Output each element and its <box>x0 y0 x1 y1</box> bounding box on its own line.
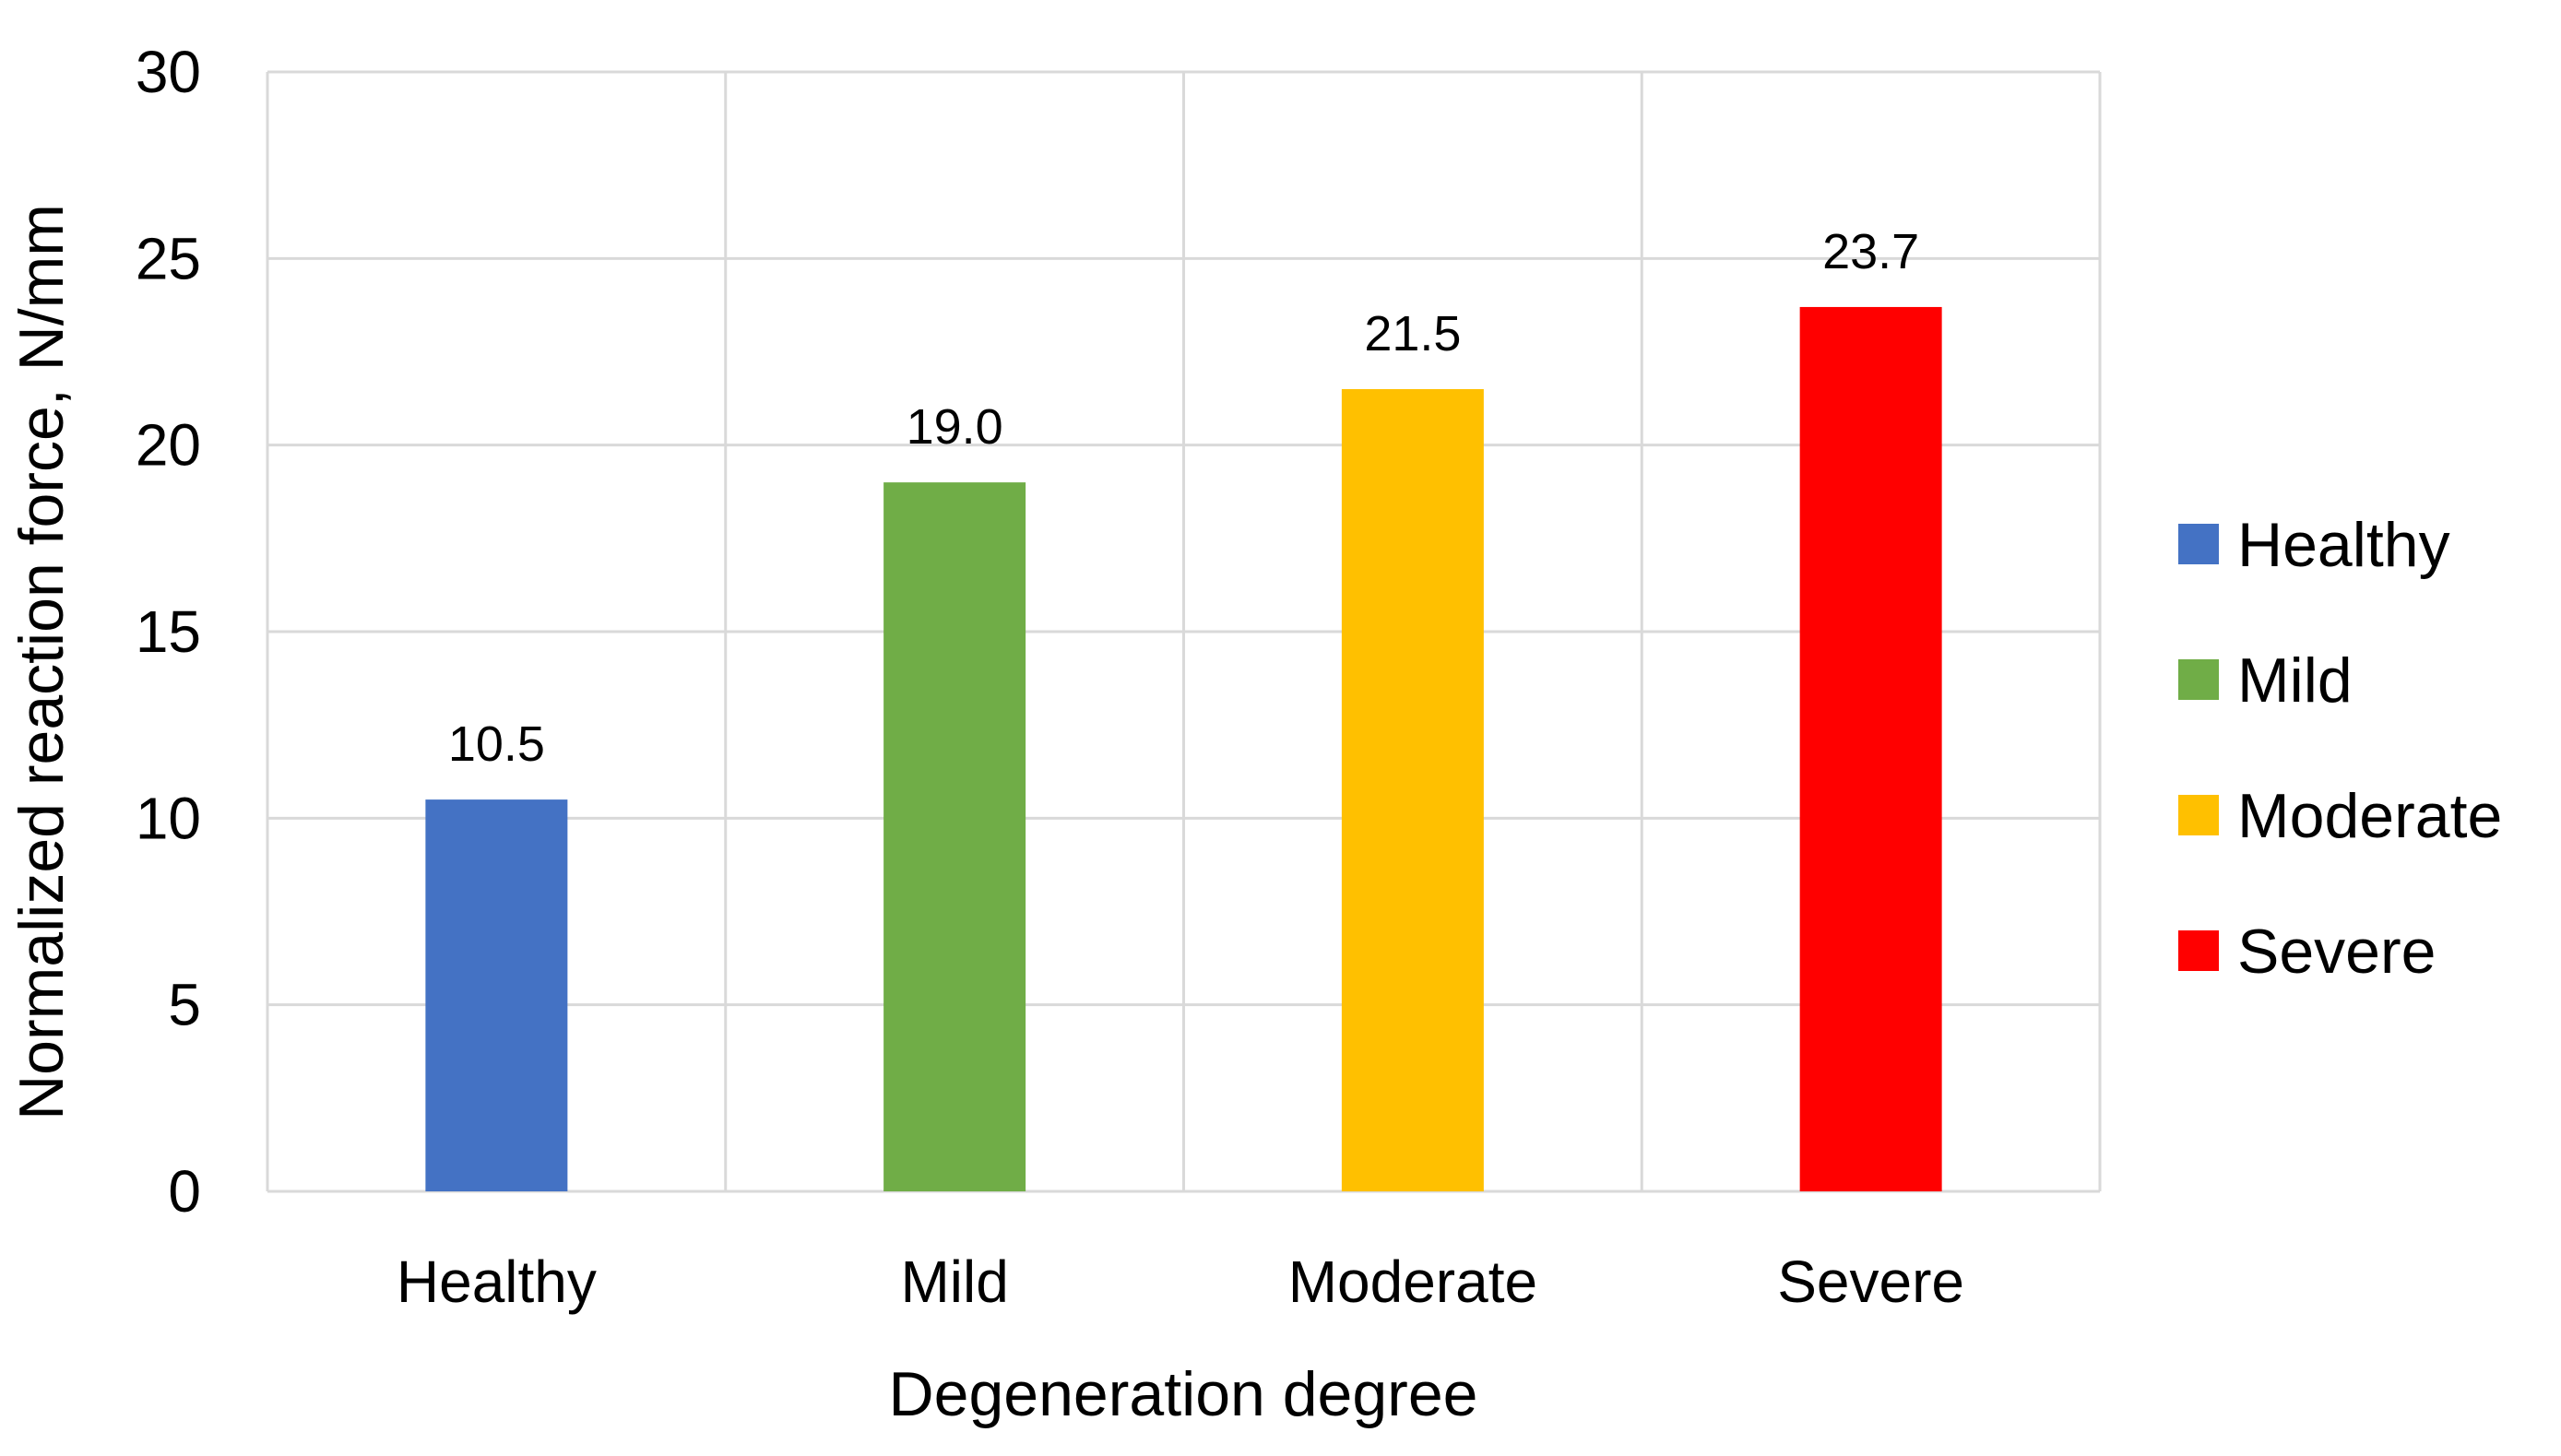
data-label-severe: 23.7 <box>1822 224 1919 279</box>
y-tick-label: 20 <box>136 412 201 479</box>
y-axis-title: Normalized reaction force, N/mm <box>6 204 77 1120</box>
y-tick-label: 0 <box>168 1158 201 1225</box>
bar-healthy <box>425 799 568 1191</box>
legend-label: Mild <box>2237 645 2353 716</box>
legend-swatch <box>2178 930 2219 971</box>
y-tick-label: 15 <box>136 598 201 665</box>
y-tick-label: 5 <box>168 972 201 1038</box>
legend-item-mild: Mild <box>2178 645 2353 716</box>
legend-item-severe: Severe <box>2178 917 2436 987</box>
x-tick-label-mild: Mild <box>900 1249 1008 1315</box>
x-tick-label-healthy: Healthy <box>397 1249 597 1315</box>
y-tick-label: 10 <box>136 785 201 851</box>
legend-swatch <box>2178 795 2219 835</box>
legend: Healthy Mild Moderate Severe <box>2178 510 2502 987</box>
data-label-mild: 19.0 <box>907 399 1003 455</box>
legend-item-healthy: Healthy <box>2178 510 2450 580</box>
y-axis-ticks: 0 5 10 15 20 25 30 <box>136 39 201 1225</box>
data-label-moderate: 21.5 <box>1364 306 1461 361</box>
x-axis-ticks: Healthy Mild Moderate Severe <box>397 1249 1964 1315</box>
y-tick-label: 30 <box>136 39 201 105</box>
x-axis-title: Degeneration degree <box>889 1359 1478 1429</box>
bar-severe <box>1799 306 1942 1191</box>
legend-swatch <box>2178 524 2219 564</box>
y-tick-label: 25 <box>136 225 201 291</box>
legend-label: Severe <box>2237 917 2436 987</box>
bar-mild <box>883 482 1026 1191</box>
bars <box>425 306 1942 1191</box>
data-label-healthy: 10.5 <box>448 716 545 772</box>
legend-swatch <box>2178 659 2219 700</box>
legend-label: Healthy <box>2237 510 2450 580</box>
x-tick-label-severe: Severe <box>1777 1249 1964 1315</box>
legend-item-moderate: Moderate <box>2178 781 2502 851</box>
gridlines <box>266 70 2102 1193</box>
legend-label: Moderate <box>2237 781 2502 851</box>
bar-moderate <box>1341 388 1484 1191</box>
data-labels: 10.5 19.0 21.5 23.7 <box>448 224 1919 772</box>
x-tick-label-moderate: Moderate <box>1288 1249 1537 1315</box>
